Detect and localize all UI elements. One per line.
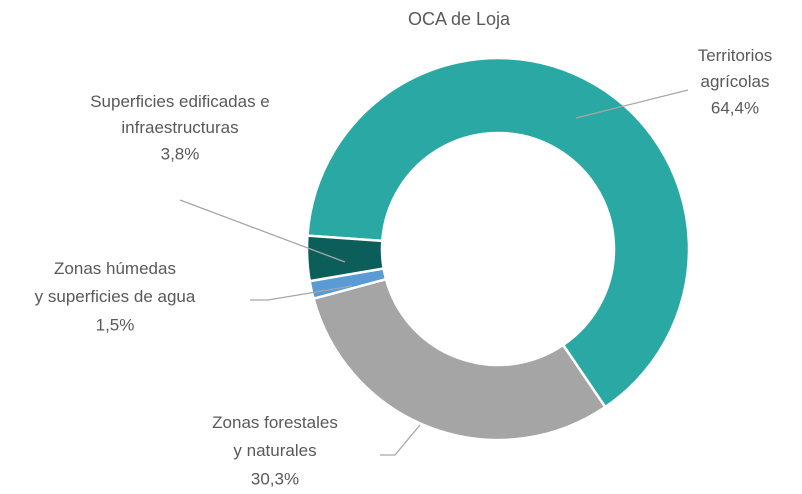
category-label: Zonas forestales y naturales	[212, 413, 338, 460]
donut-slice	[312, 277, 607, 442]
leader-line	[179, 199, 346, 263]
slice-label: Territorios agrícolas	[698, 46, 773, 91]
leader-line	[250, 285, 353, 301]
chart-title: OCA de Loja	[408, 9, 511, 29]
category-label: Territorios agrícolas	[698, 46, 773, 91]
slice-label: Superficies edificadas e infraestructuras	[90, 92, 270, 137]
category-label: Superficies edificadas e infraestructuras	[90, 92, 270, 137]
leader-line	[575, 89, 689, 119]
slice-label: Zonas húmedas y superficies de agua	[35, 259, 196, 306]
slice-label: Zonas forestales y naturales	[212, 413, 338, 460]
value-label: 64,4%	[711, 98, 759, 117]
category-label: Zonas húmedas y superficies de agua	[35, 259, 196, 306]
value-label: 30,3%	[251, 469, 299, 488]
value-label: 3,8%	[161, 144, 200, 163]
leader-line	[380, 424, 421, 456]
donut-slice	[306, 56, 691, 409]
donut-slice	[305, 234, 386, 283]
value-label: 1,5%	[96, 315, 135, 334]
